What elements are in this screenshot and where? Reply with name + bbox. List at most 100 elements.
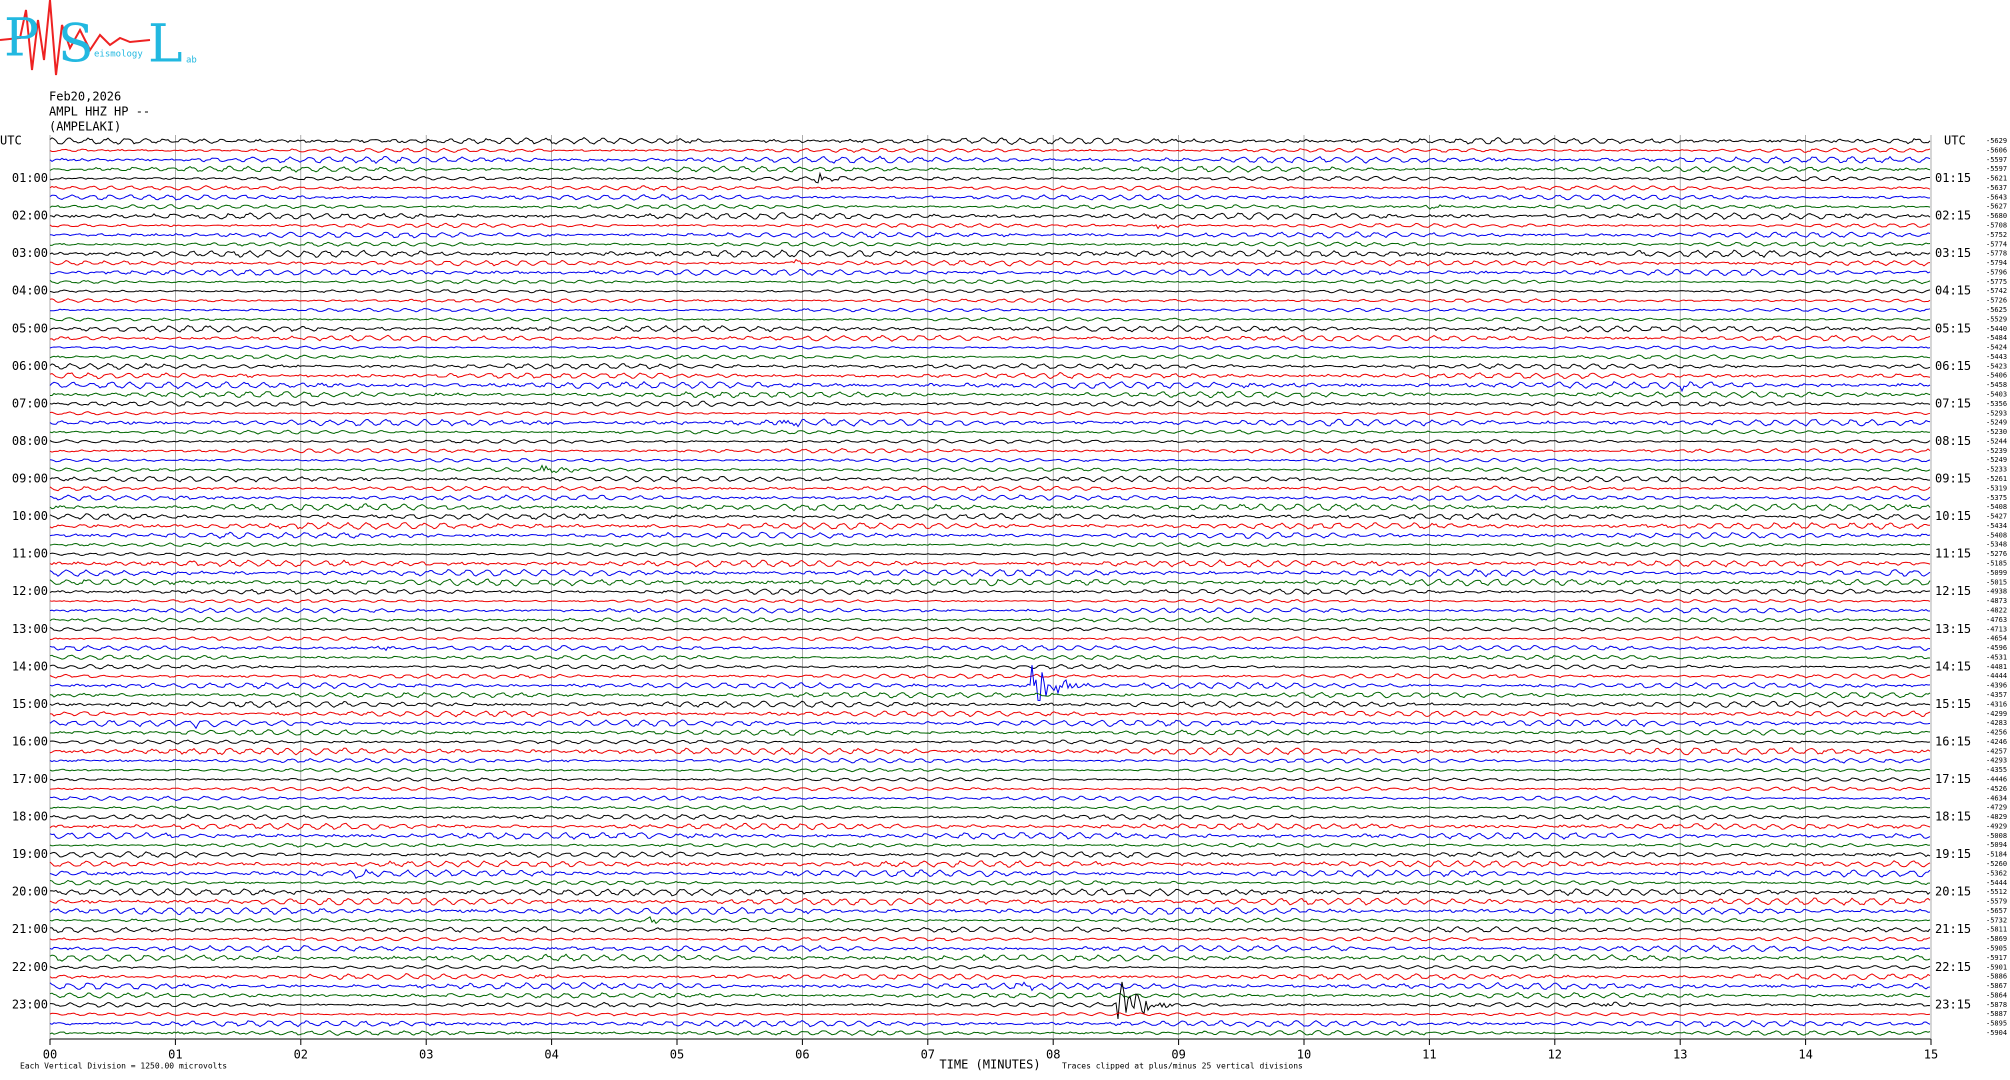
minute-label: 08 [1046, 1048, 1060, 1062]
trace [50, 777, 1931, 782]
trace-offset: -5319 [1986, 484, 2007, 492]
trace-offset: -5796 [1986, 268, 2007, 276]
trace [49, 831, 1931, 840]
trace [49, 307, 1931, 313]
trace-offset: -5444 [1986, 879, 2007, 887]
hour-label-right: 06:15 [1935, 359, 1971, 373]
hour-label-right: 03:15 [1935, 246, 1971, 260]
trace [49, 155, 1931, 165]
trace [49, 212, 1931, 221]
trace-offset: -5239 [1986, 447, 2007, 455]
trace-offset: -5794 [1986, 259, 2007, 267]
trace [49, 739, 1931, 745]
trace [49, 965, 1931, 970]
trace [49, 868, 1931, 879]
channel: AMPL HHZ HP -- [49, 105, 150, 119]
trace [49, 1029, 1931, 1036]
trace [49, 1020, 1931, 1028]
minute-label: 00 [43, 1048, 57, 1062]
trace [49, 607, 1930, 614]
trace-offset: -4531 [1986, 653, 2007, 661]
hour-label-right: 13:15 [1935, 622, 1971, 636]
hour-label: 03:00 [12, 246, 48, 260]
date: Feb20,2026 [49, 90, 121, 104]
trace-offset: -4293 [1986, 757, 2007, 765]
hour-label: 09:00 [12, 472, 48, 486]
trace-offset: -5458 [1986, 381, 2007, 389]
trace-offset: -5627 [1986, 203, 2007, 211]
trace-offset: -4829 [1986, 813, 2007, 821]
trace-offset: -5774 [1986, 240, 2007, 248]
hour-label: 17:00 [12, 772, 48, 786]
trace-offset: -5406 [1986, 372, 2007, 380]
trace [49, 644, 1931, 652]
trace [49, 147, 1931, 154]
trace [49, 194, 1931, 201]
minute-label: 03 [419, 1048, 433, 1062]
trace [49, 936, 1931, 942]
hour-label: 10:00 [12, 509, 48, 523]
hour-label-right: 01:15 [1935, 171, 1971, 185]
trace-offset: -5440 [1986, 325, 2007, 333]
hour-label-right: 19:15 [1935, 847, 1971, 861]
trace-offset: -5233 [1986, 466, 2007, 474]
trace [49, 494, 1931, 501]
trace [49, 542, 1930, 548]
station: (AMPELAKI) [49, 120, 121, 134]
trace [49, 354, 1931, 360]
trace-offset: -5637 [1986, 184, 2007, 192]
logo-s: S [58, 15, 94, 75]
minute-label: 12 [1548, 1048, 1562, 1062]
trace-offset: -5917 [1986, 954, 2007, 962]
trace-offset: -5260 [1986, 860, 2007, 868]
trace-offset: -5901 [1986, 963, 2007, 971]
scale-note: Each Vertical Division = 1250.00 microvo… [20, 1062, 227, 1071]
trace-offset: -5184 [1986, 851, 2007, 859]
trace-offset: -4446 [1986, 775, 2007, 783]
hour-label-right: 11:15 [1935, 547, 1971, 561]
trace [49, 457, 1931, 463]
trace [49, 906, 1931, 916]
trace-offset: -5811 [1986, 926, 2007, 934]
trace [49, 438, 1931, 445]
trace [49, 665, 1931, 702]
hour-label-right: 18:15 [1935, 810, 1971, 824]
labels: 00 01 02 03 04 05 06 07 08 09 10 11 12 13 14 15-5629-56… [12, 137, 2007, 1062]
hour-label: 12:00 [12, 584, 48, 598]
hour-label-right: 12:15 [1935, 584, 1971, 598]
trace [49, 513, 1931, 521]
trace [49, 654, 1931, 661]
trace-offset: -5276 [1986, 550, 2007, 558]
hour-label-right: 09:15 [1935, 472, 1971, 486]
hour-label: 21:00 [12, 922, 48, 936]
trace [49, 559, 1931, 568]
minute-label: 11 [1422, 1048, 1436, 1062]
trace [49, 568, 1931, 578]
hour-label: 08:00 [12, 434, 48, 448]
trace [49, 447, 1931, 454]
trace [49, 203, 1931, 210]
trace-offset: -5403 [1986, 391, 2007, 399]
trace-offset: -5886 [1986, 973, 2007, 981]
minute-label: 05 [670, 1048, 684, 1062]
trace-offset: -5348 [1986, 541, 2007, 549]
trace [49, 916, 1931, 925]
trace-offset: -4355 [1986, 766, 2007, 774]
minute-label: 13 [1673, 1048, 1687, 1062]
hour-label: 01:00 [12, 171, 48, 185]
trace [49, 926, 1931, 934]
hour-label-right: 04:15 [1935, 284, 1971, 298]
trace-offset: -4763 [1986, 616, 2007, 624]
hour-label-right: 20:15 [1935, 885, 1971, 899]
trace-offset: -4299 [1986, 710, 2007, 718]
hour-label: 22:00 [12, 960, 48, 974]
trace [49, 400, 1931, 408]
trace [49, 1012, 1931, 1017]
trace-offset: -5904 [1986, 1029, 2007, 1037]
trace-offset: -5905 [1986, 944, 2007, 952]
trace [49, 411, 1931, 416]
trace-offset: -5230 [1986, 428, 2007, 436]
trace-offset: -4822 [1986, 606, 2007, 614]
trace-offset: -4654 [1986, 635, 2007, 643]
trace-offset: -5708 [1986, 222, 2007, 230]
